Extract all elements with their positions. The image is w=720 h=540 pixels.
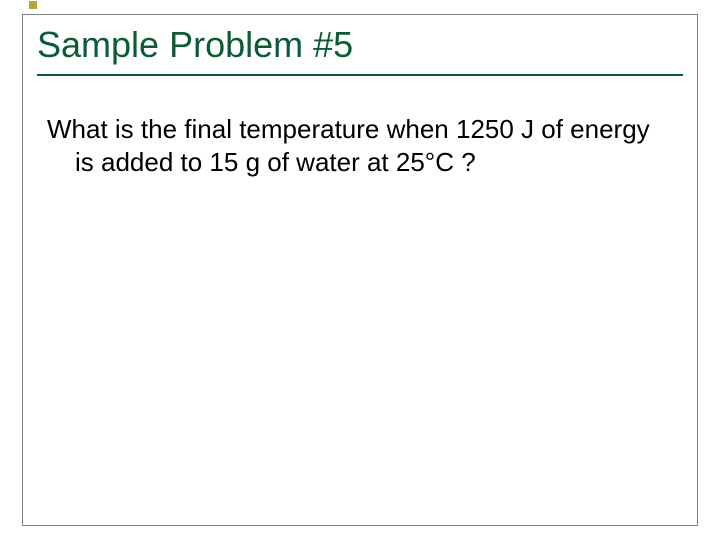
slide-frame: Sample Problem #5 What is the final temp… [22,14,698,526]
title-underline [37,74,683,76]
problem-text: What is the final temperature when 1250 … [47,113,657,178]
accent-square [29,1,37,9]
slide-title: Sample Problem #5 [37,23,683,72]
title-region: Sample Problem #5 [37,23,683,76]
slide-body: What is the final temperature when 1250 … [47,113,657,178]
